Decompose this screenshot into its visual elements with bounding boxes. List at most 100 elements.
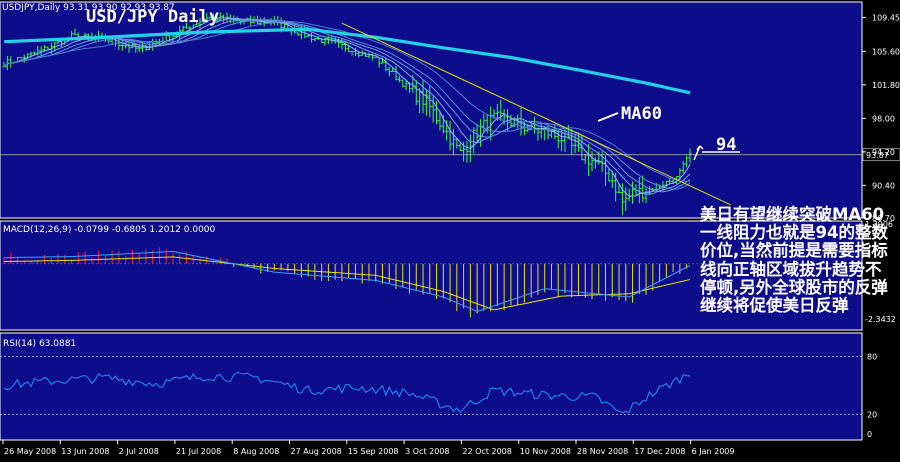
price-bar (685, 155, 689, 168)
analysis-note: 美日有望继续突破MA60一线阻力也就是94的整数价位,当然前提是需要指标线向正轴… (700, 205, 888, 316)
price-bar (475, 124, 479, 142)
target-arrow-icon (693, 145, 704, 161)
price-bar (431, 96, 435, 123)
price-bar (195, 21, 199, 26)
price-bar (137, 44, 141, 53)
price-bar (482, 113, 486, 132)
price-bar (343, 40, 347, 52)
date-tick-label: 22 Oct 2008 (462, 447, 511, 456)
symbol-info: USDJPY,Daily 93.31 93.90 92.93 93.87 (2, 3, 175, 13)
price-bar (353, 47, 358, 56)
price-bar (421, 80, 425, 114)
current-price-box (862, 148, 900, 162)
price-bar (296, 32, 300, 37)
ma60-label: MA60 (621, 104, 662, 124)
macd-label: MACD(12,26,9) -0.0799 -0.6805 1.2012 0.0… (3, 225, 216, 235)
price-bar (374, 56, 378, 58)
price-bar (434, 100, 439, 125)
ma60-pointer (597, 112, 619, 122)
rsi-tick-label: 20 (867, 411, 877, 420)
trend-line (341, 22, 731, 206)
price-bar (688, 148, 692, 163)
chart-title: USD/JPY Daily (86, 7, 220, 27)
ma-line (3, 17, 691, 197)
date-tick-label: 2 Jul 2008 (119, 447, 159, 456)
date-tick-label: 3 Oct 2008 (405, 447, 449, 456)
price-bar (681, 161, 685, 174)
rsi-label: RSI(14) 63.0881 (3, 339, 77, 349)
price-bar (451, 128, 456, 156)
price-bar (465, 140, 469, 163)
price-bar (306, 34, 310, 38)
price-bar (184, 22, 189, 29)
macd-signal-line (4, 256, 691, 311)
price-bar (495, 104, 499, 121)
price-bar (73, 28, 77, 36)
date-tick-label: 28 Nov 2008 (577, 447, 628, 456)
price-bar (455, 138, 459, 149)
date-tick-label: 17 Dec 2008 (634, 447, 685, 456)
price-bar (19, 57, 23, 59)
price-bar (610, 171, 614, 188)
date-tick-label: 15 Sep 2008 (348, 447, 399, 456)
macd-tick-label: -2.3432 (865, 315, 896, 324)
price-bar (201, 18, 205, 23)
date-tick-label: 27 Aug 2008 (291, 447, 342, 456)
macd-panel (0, 220, 863, 331)
price-bar (211, 13, 216, 18)
price-bar (208, 16, 212, 19)
rsi-tick-label: 0 (867, 430, 872, 439)
price-bar (397, 75, 401, 83)
price-bar (414, 79, 418, 106)
price-bar (624, 187, 628, 211)
price-bar (22, 54, 26, 63)
price-bar (593, 157, 597, 169)
rsi-panel (0, 332, 863, 441)
macd-tick-label: 1.3906 (865, 220, 893, 229)
price-bar (39, 46, 43, 56)
price-bar (607, 169, 611, 182)
date-tick-label: 10 Nov 2008 (520, 447, 571, 456)
price-bar (438, 111, 442, 131)
price-bar (458, 142, 462, 152)
price-bar (620, 183, 625, 215)
date-tick-label: 8 Aug 2008 (233, 447, 279, 456)
price-bar (404, 79, 408, 91)
price-bar (218, 12, 222, 21)
price-bar (461, 141, 466, 162)
price-tick-label: 98.00 (872, 114, 895, 123)
price-bar (394, 66, 398, 81)
price-bar (559, 130, 564, 152)
price-bar (573, 133, 577, 154)
date-tick-label: 26 May 2008 (4, 447, 56, 456)
price-bar (448, 120, 452, 151)
price-bar (350, 50, 354, 56)
price-bar (644, 187, 648, 203)
price-bar (668, 178, 672, 184)
rsi-line (3, 371, 691, 414)
price-bar (198, 17, 202, 29)
price-bar (313, 37, 317, 42)
price-tick-label: 105.60 (872, 47, 900, 56)
price-bar (428, 85, 432, 118)
date-tick-label: 6 Jan 2009 (692, 447, 735, 456)
date-tick-label: 21 Jul 2008 (176, 447, 221, 456)
price-tick-label: 86.70 (872, 214, 895, 223)
price-bar (363, 52, 368, 57)
price-bar (384, 58, 388, 71)
price-bar (401, 79, 405, 88)
current-price-tag: 93.87 (866, 151, 889, 160)
price-panel (0, 1, 863, 219)
price-bar (134, 42, 138, 53)
price-bar (232, 15, 236, 24)
price-bar (29, 51, 33, 58)
target-price-label: 94 (716, 135, 737, 155)
price-bar (641, 175, 645, 203)
date-tick-label: 13 Jun 2008 (61, 447, 109, 456)
rsi-tick-label: 80 (867, 352, 877, 361)
ma60-line (3, 27, 691, 95)
price-tick-label: 94.20 (872, 148, 895, 157)
price-tick-label: 109.45 (872, 13, 900, 22)
